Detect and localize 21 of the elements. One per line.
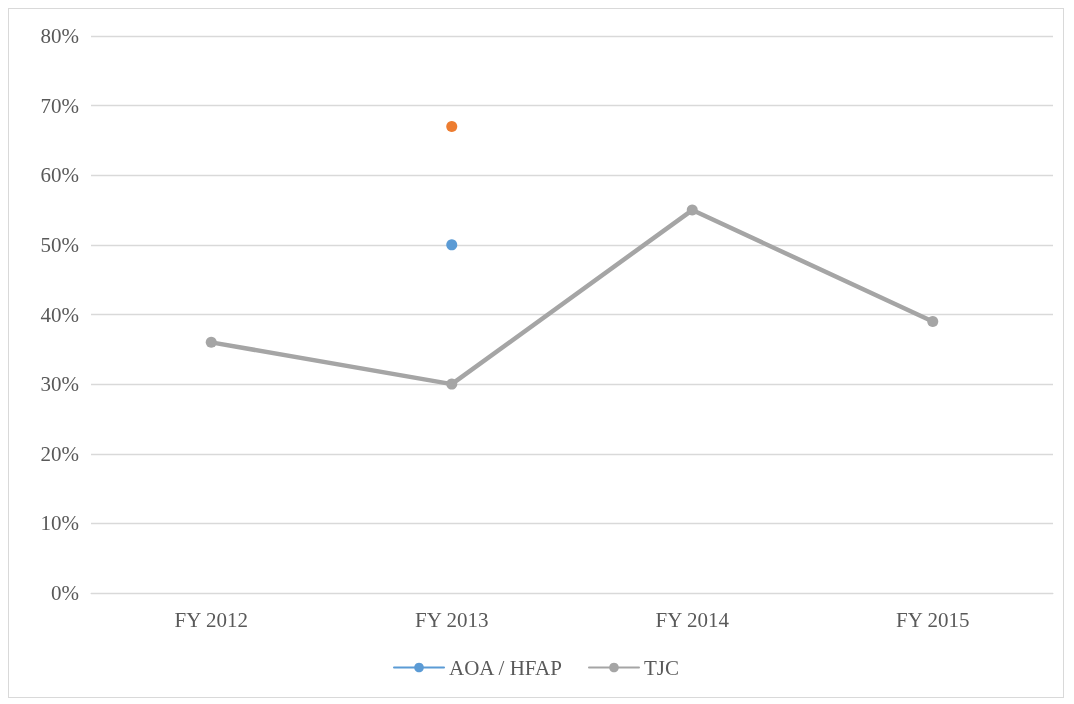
y-tick-label: 30% — [40, 372, 79, 397]
point — [446, 239, 458, 251]
point — [446, 121, 458, 133]
point — [205, 336, 217, 348]
x-tick-label: FY 2014 — [655, 607, 730, 632]
x-tick-label: FY 2015 — [896, 607, 970, 632]
y-tick-label: 60% — [40, 163, 79, 188]
y-tick-label: 20% — [40, 441, 79, 466]
point — [446, 378, 458, 390]
y-tick-label: 50% — [40, 232, 79, 257]
legend-label: TJC — [643, 655, 679, 680]
x-tick-label: FY 2012 — [174, 607, 248, 632]
y-tick-label: 70% — [40, 93, 79, 118]
point — [927, 315, 939, 327]
point — [686, 204, 698, 216]
legend-label: AOA / HFAP — [449, 655, 562, 680]
x-tick-label: FY 2013 — [415, 607, 489, 632]
y-tick-label: 80% — [40, 24, 79, 48]
y-tick-label: 0% — [51, 581, 79, 605]
y-tick-label: 40% — [40, 302, 79, 327]
y-tick-label: 10% — [40, 511, 79, 536]
